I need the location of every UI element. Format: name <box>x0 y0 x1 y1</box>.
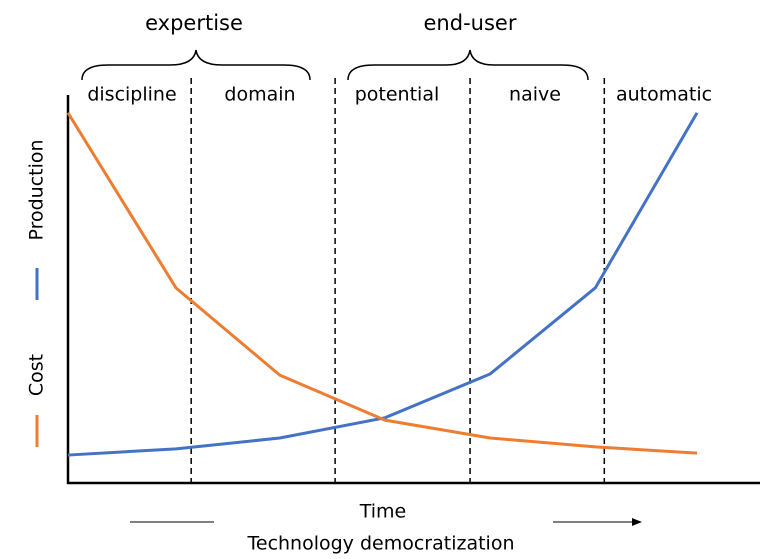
phase-label: potential <box>355 84 440 106</box>
phase-label: naive <box>509 84 561 106</box>
phase-label: discipline <box>87 84 176 106</box>
phase-label: automatic <box>616 84 712 106</box>
x-axis-label: Time <box>359 501 407 523</box>
arrow-head <box>632 518 642 526</box>
legend-label: Production <box>26 139 48 240</box>
brace <box>347 49 589 81</box>
group-label: end-user <box>424 11 517 35</box>
series-line <box>66 112 698 455</box>
group-label: expertise <box>145 11 243 35</box>
legend-label: Cost <box>26 354 48 396</box>
series-line <box>67 112 699 457</box>
phase-label: domain <box>224 84 295 106</box>
brace <box>81 49 311 81</box>
subtitle: Technology democratization <box>247 533 515 555</box>
